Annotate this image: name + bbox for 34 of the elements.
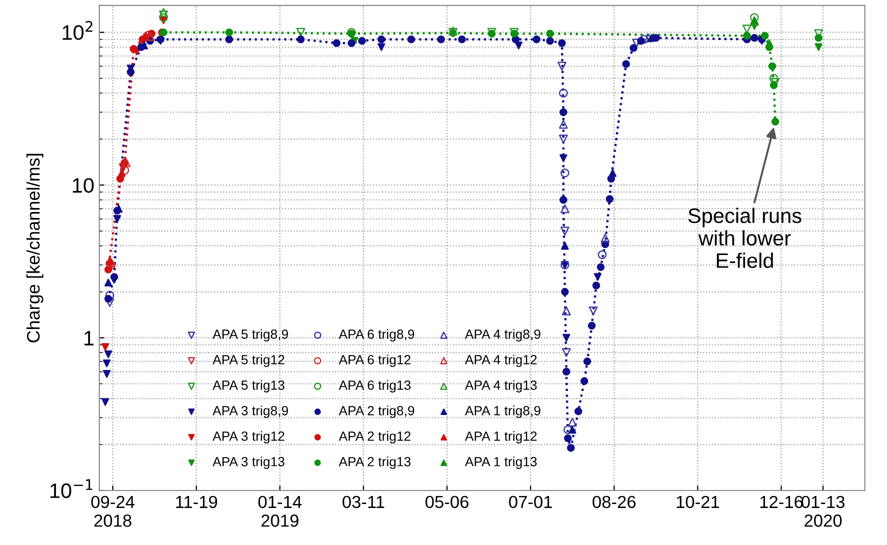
- legend-label: APA 1 trig8,9: [464, 406, 540, 418]
- legend-label: APA 6 trig13: [338, 380, 411, 392]
- x-tick-label: 11-19: [176, 496, 218, 508]
- y-tick-label: 1: [84, 330, 94, 346]
- y-axis-title: Charge [ke/channel/ms]: [26, 154, 44, 342]
- x-tick-label: 09-24 2018: [91, 496, 134, 527]
- legend-label: APA 2 trig12: [338, 431, 410, 444]
- legend-label: APA 1 trig12: [464, 431, 537, 444]
- legend-label: APA 4 trig8,9: [464, 329, 540, 342]
- x-tick-label: 05-06: [426, 496, 468, 508]
- x-tick-label: 12-16: [760, 496, 803, 508]
- x-tick-label: 01-13 2020: [802, 496, 844, 527]
- legend-label: APA 5 trig12: [212, 354, 284, 367]
- legend-label: APA 6 trig8,9: [338, 329, 414, 342]
- legend-label: APA 4 trig12: [464, 354, 537, 367]
- legend-label: APA 3 trig13: [212, 456, 284, 469]
- x-tick-label: 10-21: [676, 496, 720, 508]
- x-tick-label: 03-11: [342, 496, 384, 508]
- legend-label: APA 2 trig8,9: [338, 406, 414, 418]
- legend-label: APA 5 trig13: [212, 380, 284, 392]
- legend-label: APA 3 trig12: [212, 431, 284, 444]
- legend-label: APA 5 trig8,9: [212, 329, 288, 342]
- legend-label: APA 1 trig13: [464, 456, 537, 469]
- legend-label: APA 4 trig13: [464, 380, 537, 392]
- x-tick-label: 01-14 2019: [258, 496, 302, 527]
- annotation: Special runs with lower E-field: [688, 208, 802, 268]
- y-tick-label: 10$^{2}$: [62, 20, 92, 40]
- y-tick-label: 10: [72, 178, 94, 193]
- legend-label: APA 3 trig8,9: [212, 406, 288, 418]
- y-tick-label: 10$^{−1}$: [50, 479, 92, 498]
- legend-label: APA 2 trig13: [338, 456, 411, 469]
- legend-label: APA 6 trig12: [338, 354, 410, 367]
- x-tick-label: 07-01: [509, 496, 552, 508]
- x-tick-label: 08-26: [592, 496, 636, 508]
